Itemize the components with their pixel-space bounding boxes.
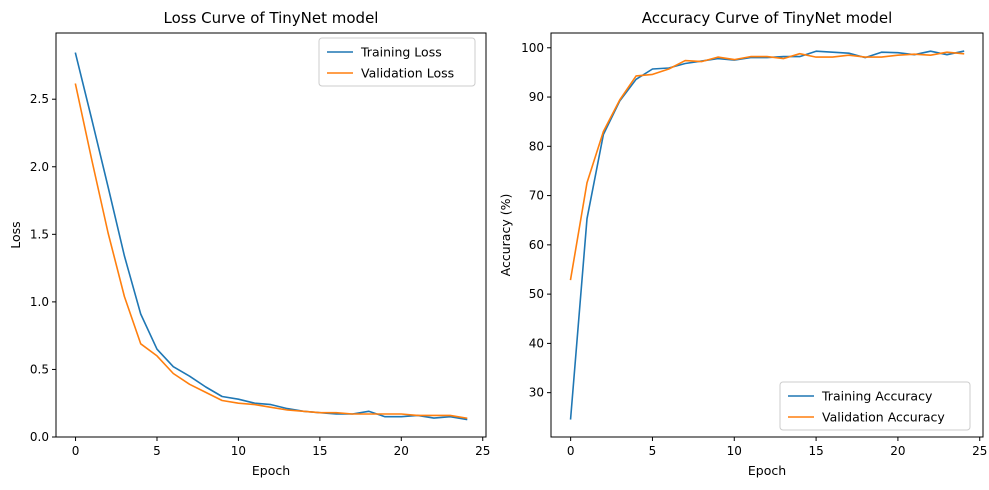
legend-entry: Training Loss [360, 45, 442, 60]
legend-entry: Validation Accuracy [822, 410, 945, 425]
y-tick-label: 1.5 [30, 227, 49, 241]
legend: Training Accuracy Validation Accuracy [779, 381, 971, 431]
x-tick-label: 15 [312, 444, 327, 458]
y-tick-label: 0.0 [30, 430, 49, 444]
x-tick-label: 10 [727, 444, 742, 458]
y-tick-label: 90 [529, 90, 544, 104]
y-axis-label: Accuracy (%) [498, 194, 513, 277]
x-tick-label: 10 [231, 444, 246, 458]
y-tick-label: 80 [529, 139, 544, 153]
x-tick-label: 25 [972, 444, 987, 458]
plot-area [55, 32, 487, 438]
series-line-validation [74, 83, 468, 420]
chart-title: Loss Curve of TinyNet model [164, 9, 379, 27]
legend-entry: Training Accuracy [821, 389, 933, 404]
x-tick-label: 5 [649, 444, 657, 458]
y-axis-label: Loss [8, 221, 23, 248]
x-tick-label: 15 [808, 444, 823, 458]
chart-title: Accuracy Curve of TinyNet model [642, 9, 893, 27]
x-tick-label: 20 [890, 444, 905, 458]
y-tick-label: 100 [521, 41, 544, 55]
y-tick-label: 60 [529, 238, 544, 252]
y-tick-label: 50 [529, 287, 544, 301]
series-line-training [569, 50, 965, 420]
y-tick-label: 2.5 [30, 92, 49, 106]
chart-accuracy: 0 5 10 15 20 25 30 40 50 60 70 80 90 100 Accuracy Curv… [498, 9, 987, 478]
x-tick-label: 20 [394, 444, 409, 458]
y-tick-label: 40 [529, 336, 544, 350]
legend-box [318, 37, 476, 87]
x-axis-label: Epoch [252, 463, 290, 478]
x-axis-label: Epoch [748, 463, 786, 478]
plot-area [550, 32, 984, 438]
y-tick-label: 30 [529, 386, 544, 400]
chart-loss: 0 5 10 15 20 25 0.0 0.5 1.0 1.5 2.0 2.5 Loss Curve o… [8, 9, 490, 478]
x-tick-label: 5 [153, 444, 161, 458]
y-tick-label: 0.5 [30, 362, 49, 376]
legend-entry: Validation Loss [361, 66, 454, 81]
legend-box [779, 381, 971, 431]
series-line-validation [569, 51, 965, 281]
y-tick-label: 70 [529, 189, 544, 203]
y-tick-label: 2.0 [30, 160, 49, 174]
y-tick-label: 1.0 [30, 295, 49, 309]
x-tick-label: 0 [567, 444, 575, 458]
x-tick-label: 0 [72, 444, 80, 458]
legend: Training Loss Validation Loss [318, 37, 476, 87]
x-tick-label: 25 [475, 444, 490, 458]
series-line-training [74, 52, 468, 421]
